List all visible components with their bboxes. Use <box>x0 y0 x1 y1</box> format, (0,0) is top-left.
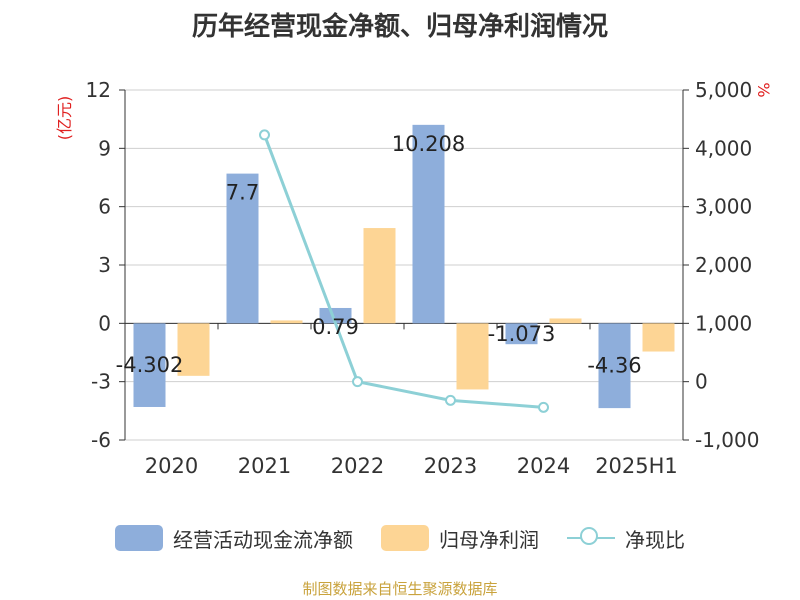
y-left-tick-label: 9 <box>98 136 111 160</box>
bar-cashflow <box>412 124 445 324</box>
line-cash-ratio <box>263 134 544 409</box>
x-tick-label: 2020 <box>145 454 198 478</box>
y-right-tick-label: 4,000 <box>695 136 752 160</box>
data-label-cashflow: 10.208 <box>392 132 465 156</box>
y-left-tick-label: 0 <box>98 311 111 335</box>
legend-item-cash-ratio[interactable]: 净现比 <box>567 524 685 553</box>
y-left-tick-label: -3 <box>91 370 111 394</box>
y-right-tick-label: 3,000 <box>695 195 752 219</box>
y-left-tick-label: -6 <box>91 428 111 452</box>
bar-cashflow <box>319 307 352 324</box>
bar-net-profit <box>549 318 582 324</box>
legend: 经营活动现金流净额 归母净利润 净现比 <box>0 520 800 556</box>
y-right-tick-label: 1,000 <box>695 311 752 335</box>
point-cash-ratio <box>538 401 549 413</box>
data-label-cashflow: 0.79 <box>312 315 359 339</box>
legend-label-cash-ratio: 净现比 <box>625 527 685 552</box>
bar-net-profit <box>177 323 210 376</box>
data-label-cashflow: -1.073 <box>488 322 556 346</box>
bar-cashflow <box>505 323 538 345</box>
bar-net-profit <box>642 323 675 352</box>
y-right-tick-label: 2,000 <box>695 253 752 277</box>
y-right-tick-label: 0 <box>695 370 708 394</box>
y-left-unit: (亿元) <box>55 96 74 141</box>
x-tick-label: 2023 <box>424 454 477 478</box>
x-tick-label: 2024 <box>517 454 570 478</box>
point-cash-ratio <box>259 129 270 141</box>
bar-cashflow <box>133 323 166 407</box>
y-left-tick-label: 12 <box>86 78 111 102</box>
bar-net-profit <box>456 323 489 390</box>
legend-swatch-net-profit <box>381 525 429 551</box>
data-label-cashflow: 7.7 <box>226 181 259 205</box>
x-tick-label: 2021 <box>238 454 291 478</box>
legend-swatch-cash-ratio <box>567 525 615 551</box>
y-right-tick-label: -1,000 <box>695 428 759 452</box>
data-label-cashflow: -4.36 <box>587 354 641 378</box>
data-label-cashflow: -4.302 <box>116 353 184 377</box>
x-tick-label: 2025H1 <box>595 454 678 478</box>
y-left-tick-label: 3 <box>98 253 111 277</box>
legend-item-net-profit[interactable]: 归母净利润 <box>381 524 539 553</box>
legend-label-net-profit: 归母净利润 <box>439 527 539 552</box>
bar-cashflow <box>598 323 631 409</box>
footer-source: 制图数据来自恒生聚源数据库 <box>302 580 498 598</box>
y-right-tick-label: 5,000 <box>695 78 752 102</box>
point-cash-ratio <box>445 394 456 406</box>
legend-label-cashflow: 经营活动现金流净额 <box>173 527 353 552</box>
bar-net-profit <box>270 320 303 324</box>
legend-swatch-cashflow <box>115 525 163 551</box>
y-left-tick-label: 6 <box>98 195 111 219</box>
bar-net-profit <box>363 228 396 324</box>
point-cash-ratio <box>352 376 363 388</box>
bar-cashflow <box>226 173 259 324</box>
x-tick-label: 2022 <box>331 454 384 478</box>
chart-title: 历年经营现金净额、归母净利润情况 <box>191 12 608 42</box>
y-right-unit: % <box>754 82 773 97</box>
legend-item-cashflow[interactable]: 经营活动现金流净额 <box>115 524 353 553</box>
